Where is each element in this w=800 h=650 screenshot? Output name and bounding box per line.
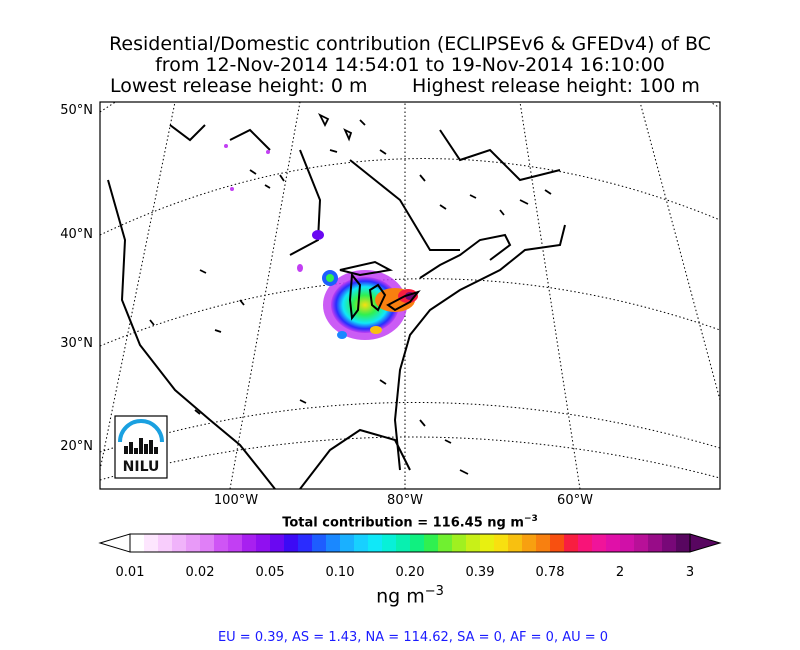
great-lakes xyxy=(339,260,421,321)
colorbar-cell xyxy=(144,534,159,552)
colorbar-tick-label: 0.02 xyxy=(185,565,215,580)
colorbar-tick-label: 0.20 xyxy=(395,565,425,580)
lon-label-100w: 100°W xyxy=(213,493,259,508)
colorbar-cell xyxy=(564,534,579,552)
colorbar-cell xyxy=(438,534,453,552)
title-line-1: Residential/Domestic contribution (ECLIP… xyxy=(109,33,711,55)
colorbar-cell xyxy=(452,534,467,552)
colorbar-cell xyxy=(368,534,383,552)
lon-label-60w: 60°W xyxy=(557,493,593,508)
colorbar-cell xyxy=(186,534,201,552)
lat-label-40: 40°N xyxy=(60,227,93,242)
colorbar-tick-label: 0.10 xyxy=(325,565,355,580)
colorbar-tick-label: 0.78 xyxy=(535,565,565,580)
nilu-logo-text: NILU xyxy=(123,459,160,475)
colorbar-cell xyxy=(522,534,537,552)
colorbar-cell xyxy=(228,534,243,552)
colorbar-cell xyxy=(508,534,523,552)
map-canvas: NILU xyxy=(100,102,720,489)
colorbar-cell xyxy=(606,534,621,552)
colorbar-tick-label: 0.01 xyxy=(115,565,145,580)
colorbar-cell xyxy=(172,534,187,552)
colorbar-cell xyxy=(382,534,397,552)
colorbar-cell xyxy=(676,534,691,552)
total-contribution-text: Total contribution = 116.45 ng m xyxy=(282,515,524,531)
nilu-logo: NILU xyxy=(114,415,168,479)
colorbar-cell xyxy=(200,534,215,552)
colorbar-cell xyxy=(298,534,313,552)
lat-label-20: 20°N xyxy=(60,439,93,454)
highest-release-height: Highest release height: 100 m xyxy=(412,75,700,97)
colorbar-cell xyxy=(592,534,607,552)
colorbar-cell xyxy=(284,534,299,552)
colorbar-cell xyxy=(634,534,649,552)
colorbar-tick-label: 0.39 xyxy=(465,565,495,580)
colorbar-frame xyxy=(129,533,691,553)
colorbar-cell xyxy=(620,534,635,552)
colorbar-cell xyxy=(578,534,593,552)
colorbar-cell xyxy=(424,534,439,552)
colorbar-unit-text: ng m xyxy=(376,585,425,608)
map-frame xyxy=(99,101,721,490)
lon-label-80w: 80°W xyxy=(387,493,423,508)
colorbar-cell xyxy=(312,534,327,552)
colorbar-high-arrow xyxy=(689,533,722,553)
colorbar-cell xyxy=(480,534,495,552)
region-contributions-footer: EU = 0.39, AS = 1.43, NA = 114.62, SA = … xyxy=(217,630,609,645)
total-contribution-exponent: −3 xyxy=(523,514,538,524)
colorbar-cell xyxy=(270,534,285,552)
colorbar-cell xyxy=(536,534,551,552)
lat-label-50: 50°N xyxy=(60,103,93,118)
colorbar-tick-label: 0.05 xyxy=(255,565,285,580)
colorbar-cell xyxy=(494,534,509,552)
colorbar-unit-label: ng m−3 xyxy=(0,584,800,607)
lowest-release-height: Lowest release height: 0 m xyxy=(110,75,368,97)
colorbar-cell xyxy=(158,534,173,552)
colorbar-cell xyxy=(214,534,229,552)
colorbar-cell xyxy=(662,534,677,552)
colorbar-cell xyxy=(396,534,411,552)
colorbar-cell xyxy=(340,534,355,552)
colorbar-cell xyxy=(354,534,369,552)
colorbar-cell xyxy=(550,534,565,552)
colorbar-cell xyxy=(410,534,425,552)
colorbar-low-arrow xyxy=(98,533,131,553)
colorbar-tick-label: 3 xyxy=(685,565,695,580)
lakes-islands xyxy=(149,112,552,475)
colorbar-cell xyxy=(326,534,341,552)
colorbar-tick-label: 2 xyxy=(615,565,625,580)
colorbar-cell xyxy=(130,534,145,552)
colorbar-cell xyxy=(242,534,257,552)
colorbar-cells xyxy=(130,534,691,552)
colorbar xyxy=(98,533,722,553)
colorbar-cell xyxy=(256,534,271,552)
colorbar-unit-exponent: −3 xyxy=(424,584,444,599)
colorbar-cell xyxy=(466,534,481,552)
colorbar-cell xyxy=(648,534,663,552)
coastlines xyxy=(107,124,566,489)
lat-label-30: 30°N xyxy=(60,336,93,351)
total-contribution: Total contribution = 116.45 ng m−3 xyxy=(0,514,800,530)
title-line-2: from 12-Nov-2014 14:54:01 to 19-Nov-2014… xyxy=(155,54,665,76)
